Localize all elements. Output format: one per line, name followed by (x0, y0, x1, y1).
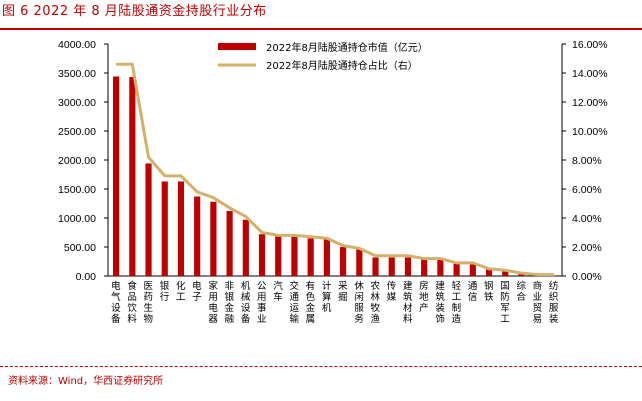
category-label: 建筑装饰 (435, 280, 445, 325)
bar-钢铁 (485, 268, 493, 276)
bar-家用电器 (210, 201, 217, 276)
left-tick-label: 0.00 (76, 271, 97, 283)
category-label: 公用事业 (257, 281, 267, 325)
left-tick-label: 1500.00 (58, 184, 96, 196)
category-label: 纺织服装 (549, 280, 559, 325)
bar-电子 (194, 196, 201, 276)
right-tick-label: 8.00% (572, 155, 602, 167)
bar-国防军工 (502, 270, 509, 276)
right-tick-label: 12.00% (572, 97, 608, 109)
category-label: 建筑材料 (403, 280, 413, 325)
bar-计算机 (323, 238, 330, 276)
right-tick-label: 16.00% (572, 39, 608, 51)
category-label: 采掘 (338, 281, 348, 303)
left-tick-label: 1000.00 (58, 213, 96, 225)
right-tick-label: 10.00% (572, 126, 608, 138)
bar-非银金融 (226, 211, 233, 276)
bar-食品饮料 (129, 77, 136, 276)
category-label: 轻工制造 (452, 280, 462, 325)
bar-通信 (469, 264, 476, 276)
right-tick-label: 0.00% (572, 271, 602, 283)
bar-传媒 (388, 257, 395, 276)
bar-建筑材料 (404, 257, 412, 276)
category-label: 通信 (468, 281, 478, 303)
category-label: 汽车 (273, 280, 283, 303)
category-label: 食品饮料 (127, 280, 137, 325)
category-label: 电子 (192, 280, 202, 303)
bar-银行 (161, 181, 168, 276)
left-tick-label: 3500.00 (58, 68, 96, 80)
category-label: 综合 (516, 280, 526, 303)
left-tick-label: 4000.00 (58, 39, 96, 51)
chart: 4000.00 3500.00 3000.00 2500.00 2000.00 1500.… (58, 39, 608, 325)
category-label: 医药生物 (144, 281, 154, 325)
left-tick-label: 500.00 (64, 242, 96, 254)
bar-医药生物 (145, 163, 152, 276)
category-label: 房地产 (419, 280, 429, 314)
right-tick-label: 14.00% (572, 68, 608, 80)
bar-公用事业 (258, 234, 266, 276)
share-line (116, 62, 554, 277)
category-label: 传媒 (387, 280, 397, 303)
bar-化工 (177, 181, 185, 276)
right-tick-label: 2.00% (572, 242, 602, 254)
legend-bar-swatch (218, 43, 256, 50)
bar-交通运输 (291, 236, 298, 276)
bar-农林牧渔 (372, 257, 379, 276)
left-tick-label: 2500.00 (58, 126, 96, 138)
left-tick-label: 3000.00 (58, 97, 96, 109)
title-rule (0, 28, 642, 30)
category-label: 交通运输 (289, 280, 299, 325)
bar-休闲服务 (356, 249, 363, 276)
bar-建筑装饰 (437, 259, 444, 276)
source-rule (0, 366, 642, 367)
bar-机械设备 (242, 219, 249, 276)
legend-line-label: 2022年8月陆股通持仓占比（右） (266, 59, 418, 72)
category-label: 农林牧渔 (371, 280, 381, 325)
category-label: 有色金属 (306, 280, 316, 325)
bar-汽车 (275, 236, 282, 276)
category-label: 国防军工 (500, 281, 510, 325)
bar-轻工制造 (453, 263, 460, 276)
category-label: 商业贸易 (533, 280, 543, 325)
category-label: 银行 (160, 280, 170, 303)
bar-房地产 (421, 259, 428, 276)
bar-综合 (518, 273, 525, 276)
category-label: 非银金融 (225, 280, 235, 325)
bar-有色金属 (307, 238, 314, 276)
category-label: 休闲服务 (354, 280, 364, 325)
category-label: 化工 (176, 280, 186, 303)
category-label: 钢铁 (484, 280, 494, 303)
figure-title: 图 6 2022 年 8 月陆股通资金持股行业分布 (2, 4, 267, 19)
left-tick-label: 2000.00 (58, 155, 96, 167)
source-note: 资料来源：Wind，华西证券研究所 (8, 376, 164, 387)
right-tick-label: 4.00% (572, 213, 602, 225)
right-tick-label: 6.00% (572, 184, 602, 196)
category-label: 家用电器 (208, 280, 218, 325)
bar-电气设备 (113, 76, 120, 276)
category-label: 电气设备 (111, 280, 121, 325)
legend-bar-label: 2022年8月陆股通持仓市值（亿元） (266, 41, 428, 54)
category-label: 机械设备 (241, 280, 251, 325)
bar-采掘 (340, 247, 347, 276)
category-label: 计算机 (322, 280, 332, 314)
